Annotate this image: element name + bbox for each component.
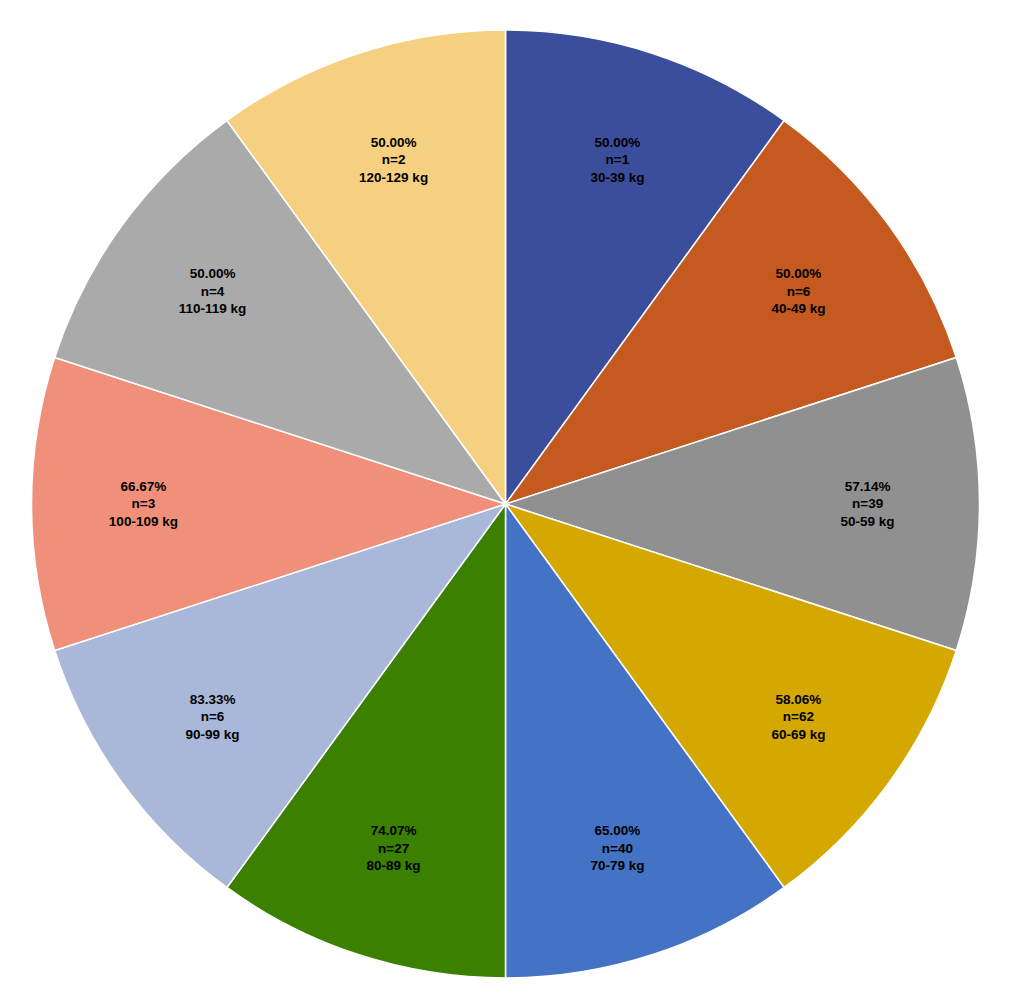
svg-text:57.14%n=3950-59 kg: 57.14%n=3950-59 kg bbox=[841, 479, 895, 529]
svg-text:50.00%n=2120-129 kg: 50.00%n=2120-129 kg bbox=[359, 135, 428, 185]
svg-text:74.07%n=2780-89 kg: 74.07%n=2780-89 kg bbox=[367, 823, 421, 873]
svg-text:50.00%n=4110-119 kg: 50.00%n=4110-119 kg bbox=[179, 266, 247, 316]
svg-text:65.00%n=4070-79 kg: 65.00%n=4070-79 kg bbox=[590, 823, 644, 873]
svg-text:50.00%n=130-39 kg: 50.00%n=130-39 kg bbox=[590, 135, 644, 185]
svg-text:83.33%n=690-99 kg: 83.33%n=690-99 kg bbox=[186, 692, 240, 742]
svg-text:50.00%n=640-49 kg: 50.00%n=640-49 kg bbox=[771, 266, 825, 316]
svg-text:58.06%n=6260-69 kg: 58.06%n=6260-69 kg bbox=[771, 692, 825, 742]
svg-text:66.67%n=3100-109 kg: 66.67%n=3100-109 kg bbox=[109, 479, 178, 529]
